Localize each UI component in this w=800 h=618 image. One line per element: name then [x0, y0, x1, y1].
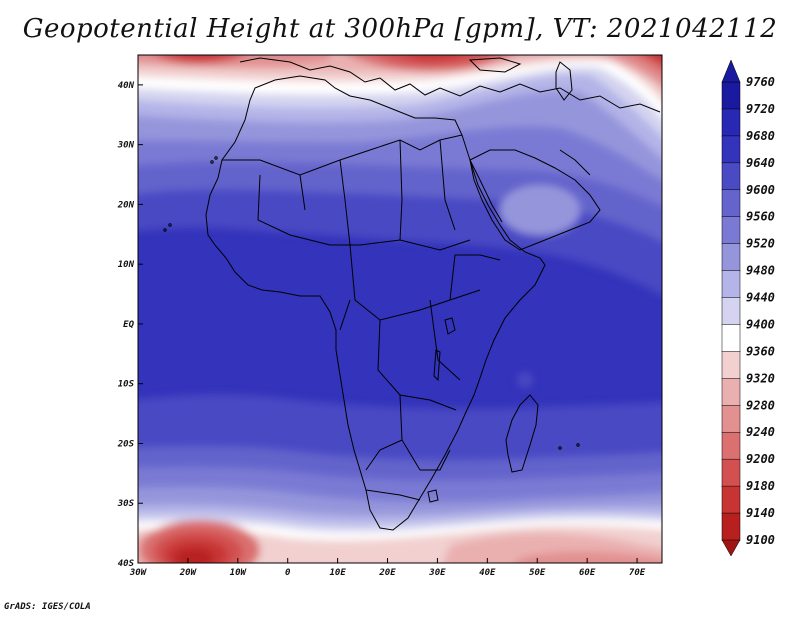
colorbar-min-arrow [721, 539, 741, 557]
lon-tick-label: 0 [285, 568, 291, 578]
colorbar-swatch [721, 458, 741, 487]
colorbar-swatch [721, 189, 741, 218]
colorbar-max-arrow [721, 59, 741, 83]
colorbar-swatch [721, 351, 741, 380]
colorbar-swatch [721, 270, 741, 299]
colorbar-swatch [721, 485, 741, 514]
colorbar-label: 9320 [746, 371, 775, 385]
colorbar-label: 9280 [746, 398, 775, 412]
colorbar-swatch [721, 431, 741, 460]
colorbar-label: 9140 [746, 506, 775, 520]
colorbar-label: 9200 [746, 452, 775, 466]
colorbar-label: 9520 [746, 237, 775, 251]
colorbar-swatch [721, 324, 741, 353]
country-borders [222, 134, 501, 501]
lat-tick-label: EQ [123, 320, 134, 330]
height-field [138, 55, 662, 563]
arabia-coastline [469, 149, 601, 251]
lat-tick-label: 10N [118, 260, 135, 270]
colorbar-swatch [721, 378, 741, 407]
lon-tick-label: 10W [230, 568, 248, 578]
africa-coastline [205, 75, 546, 531]
colorbar-label: 9240 [746, 425, 775, 439]
colorbar-label: 9180 [746, 479, 775, 493]
lat-tick-label: 20S [117, 439, 135, 449]
coastlines [163, 57, 661, 531]
colorbar-swatch [721, 297, 741, 326]
colorbar-label: 9720 [746, 102, 775, 116]
colorbar-swatch [721, 512, 741, 541]
colorbar-label: 9560 [746, 210, 775, 224]
colorbar-label: 9760 [746, 75, 775, 89]
colorbar-swatch [721, 162, 741, 191]
latitude-axis: 40N 30N 20N 10N EQ 10S 20S 30S 40S [117, 81, 143, 569]
lon-tick-label: 50E [529, 568, 546, 578]
colorbar-label: 9400 [746, 317, 775, 331]
colorbar-swatch [721, 108, 741, 137]
colorbar-label: 9440 [746, 291, 775, 305]
lat-tick-label: 40N [118, 81, 135, 91]
lat-tick-label: 30S [117, 499, 135, 509]
footer-credit: GrADS: IGES/COLA [4, 602, 91, 612]
plot-frame [137, 54, 663, 564]
longitude-axis: 30W 20W 10W 0 10E 20E 30E 40E 50E 60E 70E [129, 558, 646, 578]
lon-tick-label: 10E [329, 568, 346, 578]
lon-tick-label: 20W [179, 568, 198, 578]
colorbar-label: 9480 [746, 264, 775, 278]
lat-tick-label: 30N [117, 141, 135, 151]
colorbar-label: 9600 [746, 183, 775, 197]
colorbar-swatch [721, 135, 741, 164]
colorbar-label: 9100 [746, 533, 775, 547]
lon-tick-label: 30E [428, 568, 446, 578]
colorbar: 9760 9720 9680 9640 9600 9560 9520 9480 9440 9400… [721, 59, 775, 557]
madagascar-coastline [505, 394, 539, 473]
lat-tick-label: 10S [118, 380, 135, 390]
colorbar-swatch [721, 81, 741, 110]
colorbar-swatch [721, 243, 741, 272]
colorbar-swatch [721, 216, 741, 245]
lat-tick-label: 40S [118, 559, 135, 569]
europe-coastline [239, 57, 661, 113]
colorbar-label: 9680 [746, 129, 775, 143]
chart-title: Geopotential Height at 300hPa [gpm], VT:… [22, 14, 778, 44]
lon-tick-label: 70E [629, 568, 646, 578]
colorbar-label: 9360 [746, 344, 775, 358]
colorbar-swatch [721, 405, 741, 433]
colorbar-label: 9640 [746, 156, 775, 170]
lon-tick-label: 30W [129, 568, 148, 578]
lon-tick-label: 60E [579, 568, 596, 578]
lon-tick-label: 20E [378, 568, 396, 578]
lat-tick-label: 20N [117, 200, 135, 210]
lon-tick-label: 40E [479, 568, 496, 578]
